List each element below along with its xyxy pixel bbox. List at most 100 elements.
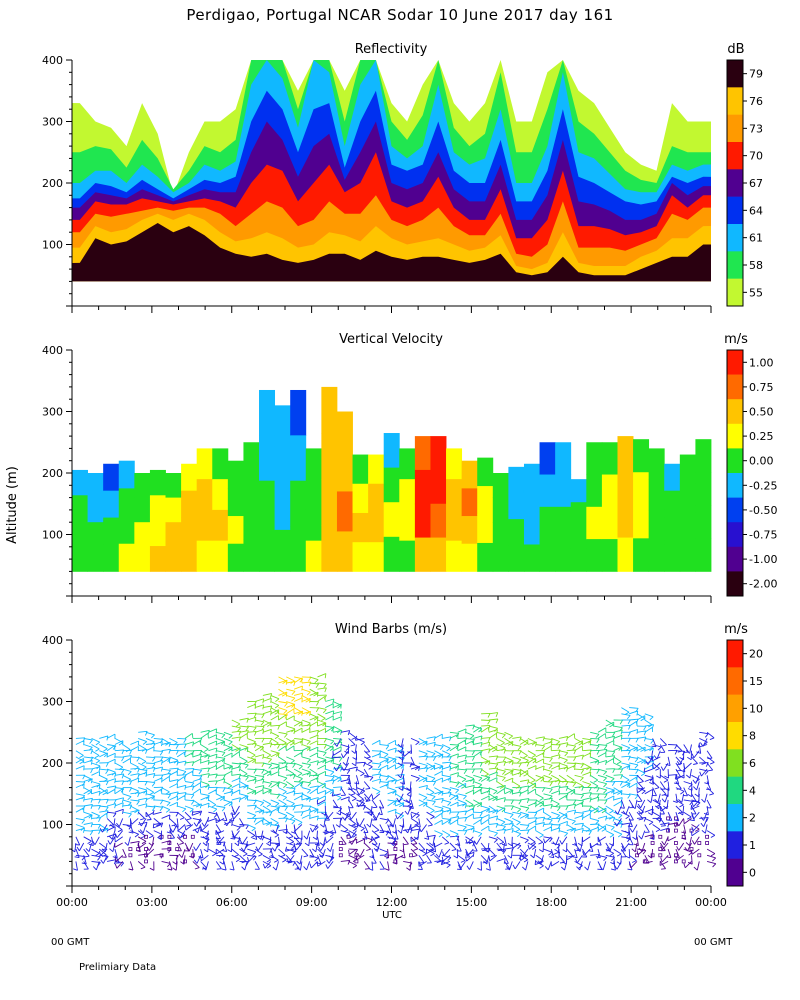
wind-barb — [130, 762, 139, 768]
wind-barb — [257, 842, 264, 851]
wind-barb-flag — [114, 753, 116, 758]
wind-barb-flag — [292, 788, 296, 793]
wind-barb-flag — [455, 733, 460, 738]
wind-barb — [449, 819, 458, 825]
wind-barb — [223, 812, 228, 821]
wind-barb — [75, 758, 84, 764]
wind-barb-flag — [610, 868, 616, 871]
wind-barb — [91, 811, 100, 817]
velocity-cell — [617, 537, 634, 572]
wind-barb-flag — [413, 848, 418, 851]
wind-barb-flag — [343, 829, 349, 833]
wind-barb-flag — [178, 853, 183, 858]
colorbar-label: 0 — [749, 866, 756, 879]
wind-barb — [286, 762, 296, 765]
wind-barb — [457, 824, 467, 828]
wind-barb-flag — [596, 844, 602, 846]
velocity-cell — [601, 474, 618, 508]
wind-barb — [262, 781, 272, 784]
wind-barb — [332, 793, 342, 799]
wind-barb — [371, 762, 382, 765]
wind-barb-flag — [454, 833, 459, 838]
wind-barb — [239, 733, 248, 739]
wind-barb — [605, 750, 615, 753]
wind-barb — [543, 797, 553, 801]
wind-barb-flag — [618, 821, 623, 825]
wind-barb-flag — [244, 764, 249, 769]
wind-barb-flag — [126, 824, 131, 828]
wind-barb — [285, 848, 295, 852]
wind-barb-flag — [597, 827, 600, 832]
wind-barb — [636, 730, 646, 733]
wind-barb-flag — [324, 687, 327, 693]
wind-barb — [473, 725, 483, 730]
wind-barb — [392, 818, 396, 828]
velocity-cell — [648, 509, 665, 542]
wind-barb — [254, 704, 264, 709]
wind-barb — [410, 828, 420, 832]
reflectivity-band — [72, 223, 711, 282]
wind-barb-flag — [90, 768, 94, 774]
wind-barb — [418, 755, 428, 758]
wind-barb — [254, 848, 263, 855]
wind-barb — [106, 745, 115, 752]
wind-barb-flag — [303, 855, 309, 858]
wind-barb-flag — [193, 846, 197, 851]
wind-barb — [114, 808, 124, 813]
wind-barb-flag — [573, 799, 577, 805]
wind-barb — [356, 768, 365, 774]
wind-barb-flag — [624, 711, 630, 715]
velocity-cell — [368, 542, 385, 572]
wind-barb — [621, 822, 631, 825]
wind-barb — [138, 737, 147, 743]
wind-barb-flag — [352, 834, 357, 838]
wind-barb — [699, 817, 709, 819]
wind-barb — [355, 818, 359, 828]
wind-barb-flag — [330, 740, 335, 745]
wind-barb-flag — [610, 789, 615, 794]
wind-barb — [582, 781, 592, 785]
wind-barb — [354, 744, 357, 754]
wind-barb-flag — [509, 813, 514, 819]
wind-barb-flag — [654, 805, 660, 810]
colorbar-swatch — [727, 142, 743, 170]
wind-barb — [623, 842, 630, 851]
wind-barb-flag — [438, 754, 443, 758]
wind-barb — [130, 746, 139, 752]
wind-barb — [200, 732, 209, 739]
velocity-cell — [72, 520, 88, 547]
wind-barb — [153, 830, 163, 835]
wind-barb — [401, 744, 404, 754]
wind-barb — [442, 854, 451, 862]
wind-barb-flag — [539, 834, 544, 838]
wind-barb-flag — [186, 847, 190, 852]
wind-barb-flag — [146, 819, 152, 821]
wind-barb-flag — [206, 795, 210, 800]
wind-barb — [659, 744, 666, 753]
wind-barb — [418, 738, 427, 744]
velocity-cell — [103, 490, 120, 518]
wind-barb-flag — [167, 758, 171, 763]
wind-barb-flag — [562, 861, 567, 865]
wind-barb-flag — [309, 863, 312, 869]
wind-barb-flag — [385, 745, 390, 750]
wind-barb-flag — [290, 760, 295, 764]
wind-barb-flag — [227, 785, 233, 789]
wind-barb — [426, 762, 435, 768]
wind-barb — [651, 849, 654, 859]
wind-barb-flag — [272, 866, 277, 871]
wind-barb — [270, 805, 280, 808]
wind-barb — [325, 698, 335, 702]
wind-barb — [597, 733, 606, 739]
wind-barb — [115, 836, 123, 843]
wind-barb — [301, 814, 311, 819]
wind-barb — [223, 744, 233, 749]
wind-barb — [496, 748, 506, 752]
wind-barb — [574, 754, 584, 758]
wind-barb-flag — [102, 792, 108, 796]
wind-barb-flag — [325, 864, 329, 869]
wind-barb — [340, 836, 347, 845]
wind-barb — [683, 799, 693, 802]
wind-barb-flag — [221, 807, 226, 812]
wind-barb-flag — [687, 861, 693, 865]
